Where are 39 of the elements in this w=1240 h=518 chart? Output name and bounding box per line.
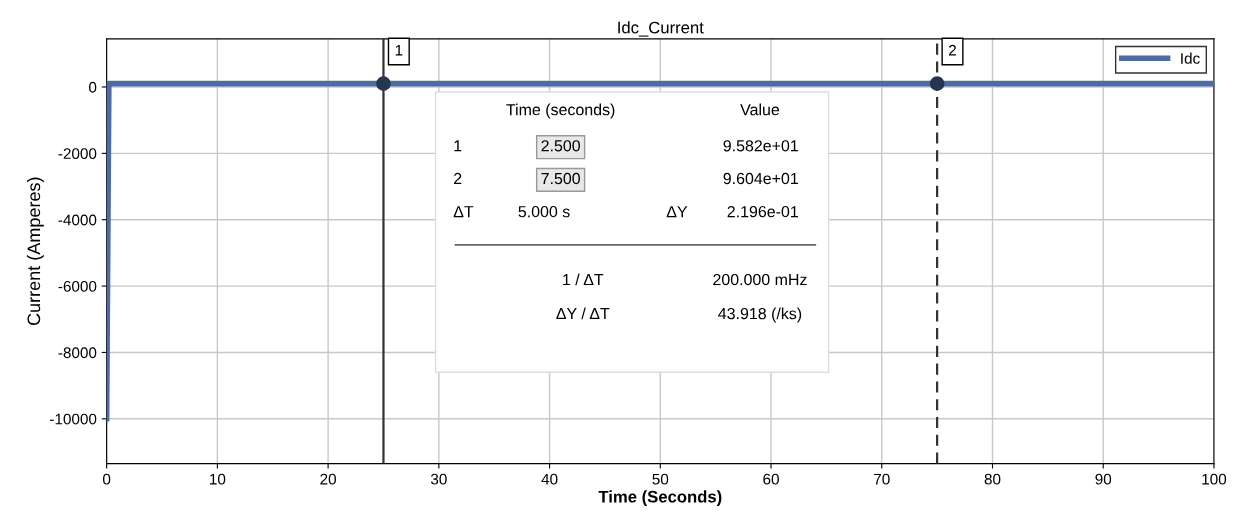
- x-tick-label: 30: [430, 473, 447, 485]
- y-tick-label: -6000: [58, 280, 97, 292]
- annotation: ΔY / ΔT: [556, 307, 610, 320]
- annotation: 5.000 s: [518, 205, 570, 218]
- y-axis-title: Current (Amperes): [26, 177, 44, 326]
- annotation: 2: [454, 172, 462, 184]
- annotation: Value: [740, 103, 780, 116]
- x-tick-label: 70: [874, 473, 890, 485]
- y-tick-label: 0: [89, 81, 97, 93]
- legend-label: Idc: [1181, 52, 1200, 64]
- annotation: 43.918 (/ks): [718, 307, 802, 323]
- annotation: 9.582e+01: [723, 140, 798, 152]
- annotation: 7.500: [541, 172, 580, 185]
- x-tick-label: 90: [1095, 473, 1112, 485]
- x-tick-label: 20: [320, 473, 336, 485]
- annotation: ΔT: [453, 206, 474, 218]
- x-tick-label: 100: [1202, 473, 1227, 485]
- annotation: 2.196e-01: [727, 205, 798, 218]
- annotation: 200.000 mHz: [713, 273, 807, 286]
- annotation: 2: [949, 44, 956, 56]
- x-axis-title: Time (Seconds): [598, 490, 722, 506]
- y-tick-label: -10000: [50, 413, 97, 425]
- annotation: 9.604e+01: [723, 172, 798, 185]
- x-tick-label: 80: [984, 473, 1001, 485]
- annotation: 1: [454, 140, 462, 152]
- y-tick-label: -2000: [58, 148, 97, 160]
- x-tick-label: 60: [763, 473, 779, 485]
- annotation: 1: [395, 44, 403, 56]
- x-tick-label: 40: [541, 473, 558, 485]
- y-tick-label: -4000: [58, 214, 97, 226]
- annotation: 1 / ΔT: [563, 273, 604, 286]
- chart-title: Idc_Current: [618, 21, 704, 37]
- x-tick-label: 10: [210, 473, 226, 485]
- annotation: 2.500: [541, 140, 580, 152]
- annotation: ΔY: [666, 206, 688, 218]
- x-tick-label: 50: [652, 473, 669, 485]
- x-tick-label: 0: [102, 473, 111, 485]
- annotation: Time (seconds): [506, 103, 615, 119]
- y-tick-label: -8000: [58, 347, 97, 359]
